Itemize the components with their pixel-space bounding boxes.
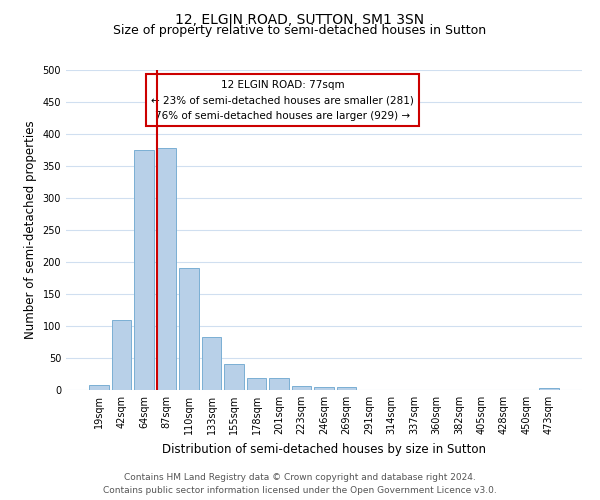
Bar (112, 320, 131, 390)
Bar (292, 386, 311, 390)
Bar (89, 385, 109, 390)
Bar (134, 150, 154, 390)
Bar (269, 378, 289, 390)
Bar (337, 388, 356, 390)
Text: 12, ELGIN ROAD, SUTTON, SM1 3SN: 12, ELGIN ROAD, SUTTON, SM1 3SN (175, 12, 425, 26)
Bar (247, 378, 266, 390)
Bar (202, 337, 221, 390)
Bar (179, 268, 199, 390)
Bar (539, 388, 559, 390)
Y-axis label: Number of semi-detached properties: Number of semi-detached properties (24, 120, 37, 340)
Bar (314, 388, 334, 390)
X-axis label: Distribution of semi-detached houses by size in Sutton: Distribution of semi-detached houses by … (162, 442, 486, 456)
Bar (157, 148, 176, 390)
Text: Size of property relative to semi-detached houses in Sutton: Size of property relative to semi-detach… (113, 24, 487, 37)
Bar (224, 364, 244, 390)
Text: 12 ELGIN ROAD: 77sqm
← 23% of semi-detached houses are smaller (281)
76% of semi: 12 ELGIN ROAD: 77sqm ← 23% of semi-detac… (151, 80, 414, 121)
Text: Contains HM Land Registry data © Crown copyright and database right 2024.
Contai: Contains HM Land Registry data © Crown c… (103, 473, 497, 495)
